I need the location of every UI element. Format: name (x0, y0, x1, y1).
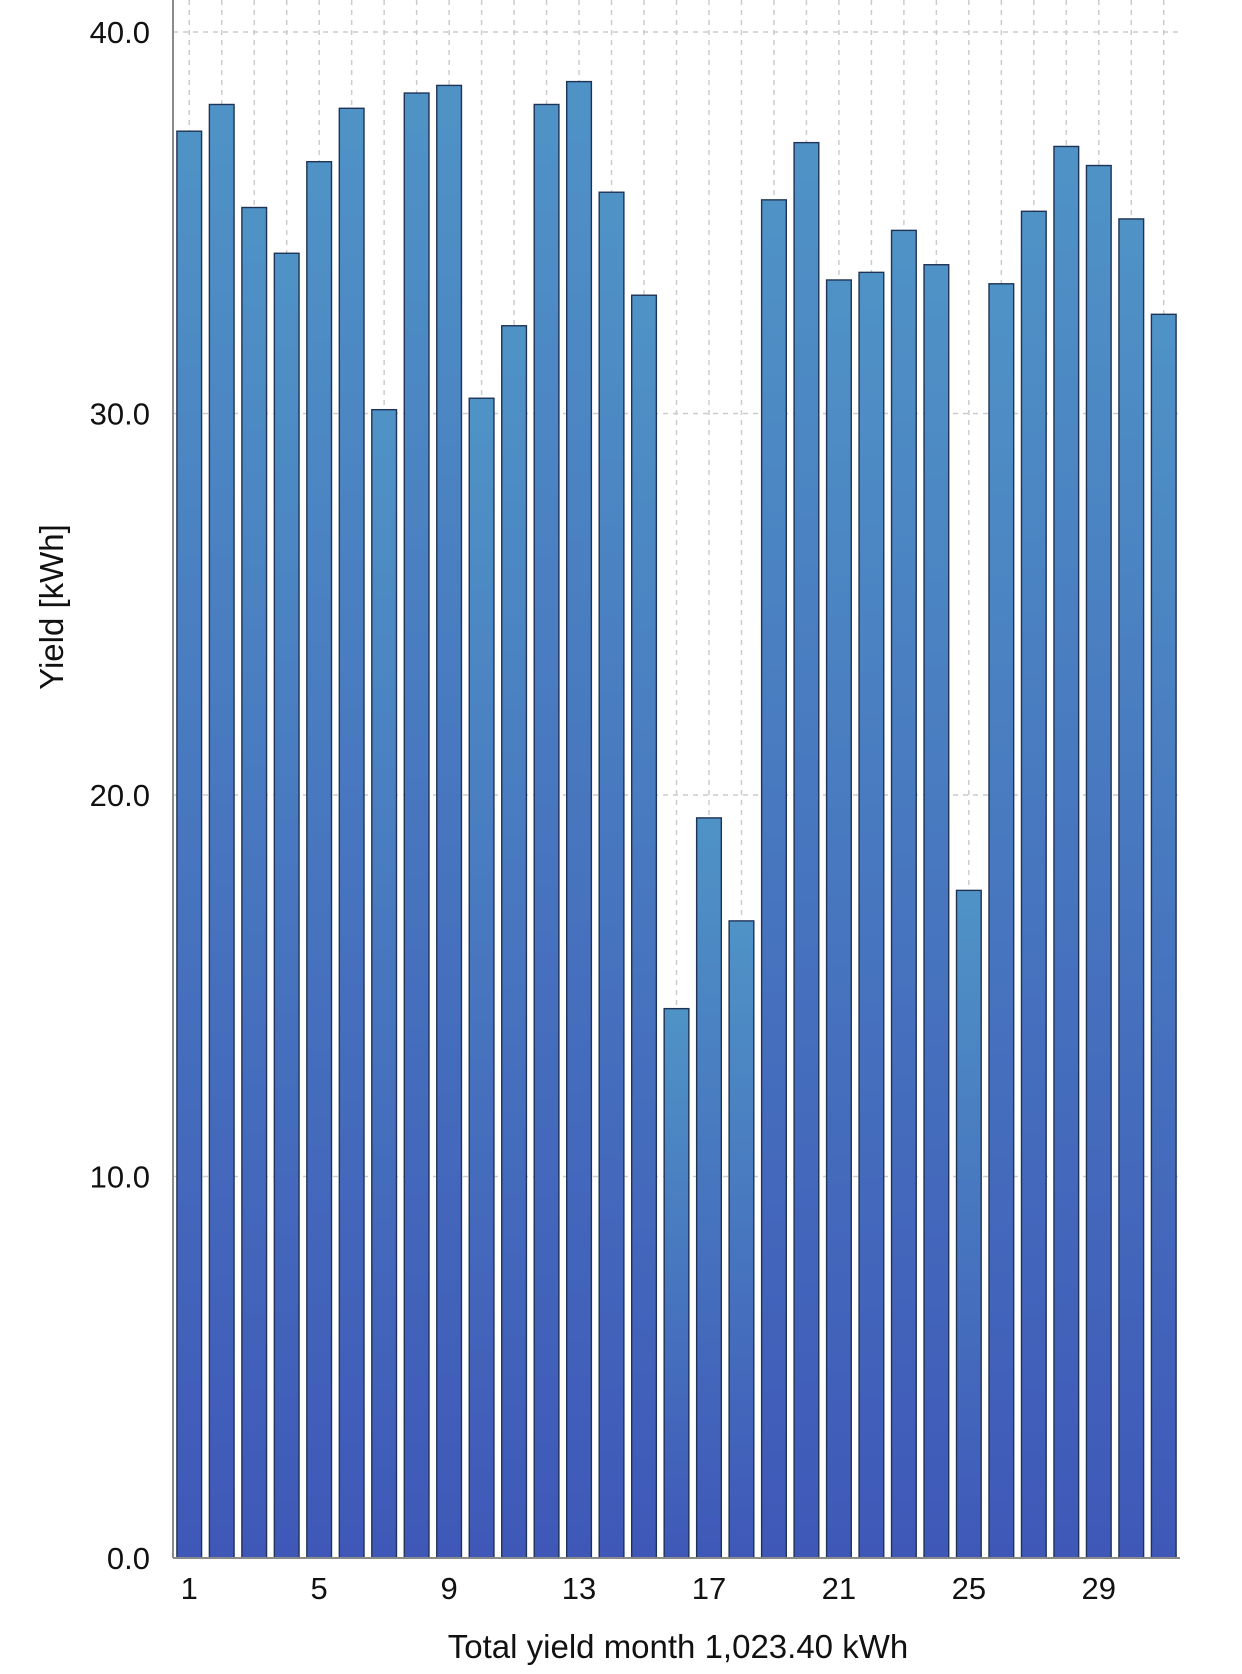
y-tick-label: 30.0 (90, 397, 150, 432)
bar-day-27 (1020, 210, 1047, 1559)
y-axis-title: Yield [kWh] (33, 524, 70, 690)
bar-day-28 (1053, 145, 1080, 1559)
bar-day-22 (858, 271, 885, 1559)
bar-day-29 (1085, 164, 1112, 1559)
y-tick-label: 20.0 (90, 778, 150, 813)
x-tick-label: 5 (311, 1571, 328, 1606)
x-tick-label: 29 (1082, 1571, 1116, 1606)
bar-day-18 (728, 920, 755, 1559)
bar-day-31 (1150, 313, 1177, 1559)
x-tick-label: 25 (952, 1571, 986, 1606)
y-tick-label: 10.0 (90, 1160, 150, 1195)
bar-day-7 (371, 408, 398, 1559)
bar-day-30 (1118, 218, 1145, 1559)
bar-day-1 (176, 130, 203, 1559)
x-axis-title: Total yield month 1,023.40 kWh (448, 1628, 908, 1665)
bar-day-26 (988, 283, 1015, 1559)
x-tick-label: 17 (692, 1571, 726, 1606)
x-tick-label: 21 (822, 1571, 856, 1606)
bar-day-17 (695, 817, 723, 1559)
bar-day-19 (760, 199, 787, 1559)
bar-day-2 (208, 103, 235, 1559)
bar-day-25 (955, 889, 982, 1559)
bar-day-23 (890, 229, 917, 1559)
bar-day-20 (793, 141, 820, 1559)
bar-day-5 (306, 161, 333, 1559)
bar-day-4 (273, 252, 300, 1559)
bar-day-8 (403, 92, 430, 1559)
bar-day-12 (533, 103, 560, 1559)
axes (172, 0, 1180, 1559)
bar-day-13 (566, 80, 593, 1559)
bar-day-9 (436, 84, 463, 1559)
x-tick-label: 13 (562, 1571, 596, 1606)
x-tick-label: 9 (440, 1571, 457, 1606)
bar-day-24 (923, 264, 950, 1559)
bar-day-21 (825, 279, 852, 1559)
tick-labels: 0.0 10.0 20.0 30.0 40.0 1 5 9 13 17 21 25 29 (90, 15, 1116, 1606)
bars (176, 80, 1177, 1559)
x-tick-label: 1 (181, 1571, 198, 1606)
bar-day-11 (501, 325, 528, 1559)
bar-day-16 (663, 1007, 690, 1559)
bar-day-15 (630, 294, 658, 1559)
bar-day-14 (598, 191, 625, 1559)
bar-day-10 (468, 397, 495, 1559)
y-tick-label: 0.0 (107, 1541, 150, 1576)
bar-day-3 (241, 206, 268, 1559)
bar-day-6 (338, 107, 365, 1559)
y-tick-label: 40.0 (90, 15, 150, 50)
